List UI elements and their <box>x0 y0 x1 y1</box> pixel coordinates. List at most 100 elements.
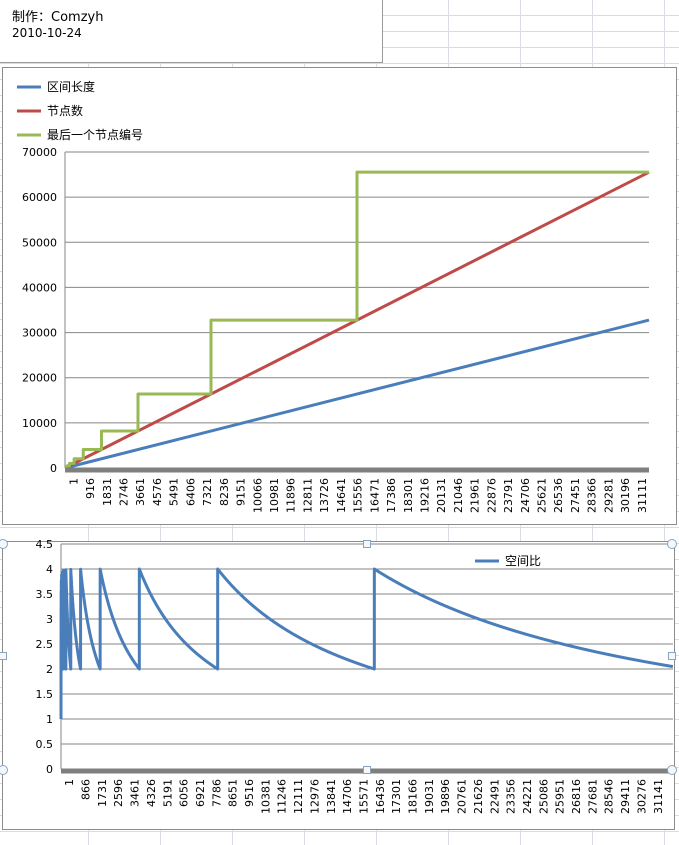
x-tick-label: 4326 <box>145 779 158 807</box>
series-last-node-line <box>64 170 649 470</box>
x-tick-label: 7321 <box>201 478 214 506</box>
x-tick-label: 16471 <box>368 478 381 513</box>
x-tick-label: 28546 <box>603 779 616 814</box>
x-tick-label: 28366 <box>586 478 599 513</box>
selection-handle[interactable] <box>0 765 8 775</box>
x-tick-label: 24706 <box>519 478 532 513</box>
x-tick-label: 29411 <box>619 779 632 814</box>
x-tick-label: 27451 <box>569 478 582 513</box>
x-tick-label: 20131 <box>435 478 448 513</box>
x-tick-label: 2746 <box>118 478 131 506</box>
legend-label: 最后一个节点编号 <box>47 127 143 142</box>
legend-label: 节点数 <box>47 103 83 118</box>
x-tick-label: 25951 <box>554 779 567 814</box>
x-tick-label: 30276 <box>635 779 648 814</box>
x-tick-label: 4576 <box>151 478 164 506</box>
legend-interval-length[interactable]: 区间长度 <box>17 79 95 94</box>
y-tick-label: 0 <box>50 462 57 475</box>
x-tick-label: 866 <box>80 779 93 800</box>
x-tick-label: 23791 <box>502 478 515 513</box>
series-interval-length-line <box>64 318 650 470</box>
x-tick-label: 2596 <box>112 779 125 807</box>
selection-handle[interactable] <box>667 539 677 549</box>
x-tick-label: 12976 <box>308 779 321 814</box>
x-tick-label: 18166 <box>407 779 420 814</box>
x-tick-label: 7786 <box>210 779 223 807</box>
chart-interval-nodes[interactable]: 0 10000 20000 30000 40000 50000 60000 70000 1 916… <box>2 67 677 525</box>
selection-handle[interactable] <box>0 539 8 549</box>
x-tick-label: 21961 <box>469 478 482 513</box>
y-tick-label: 3.5 <box>36 588 54 601</box>
selection-handle[interactable] <box>363 540 371 548</box>
x-tick-label: 22876 <box>485 478 498 513</box>
x-tick-label: 3661 <box>134 478 147 506</box>
y-tick-label: 40000 <box>22 281 57 294</box>
y-tick-label: 4.5 <box>36 538 54 551</box>
legend-last-node[interactable]: 最后一个节点编号 <box>17 127 143 142</box>
x-tick-label: 20761 <box>456 779 469 814</box>
selection-handle[interactable] <box>667 765 677 775</box>
x-tick-label: 24221 <box>521 779 534 814</box>
x-tick-label: 15571 <box>357 779 370 814</box>
x-tick-label: 1 <box>63 779 76 786</box>
y-tick-label: 20000 <box>22 372 57 385</box>
x-tick-label: 26816 <box>570 779 583 814</box>
legend-label: 区间长度 <box>47 79 95 94</box>
selection-handle[interactable] <box>668 652 676 660</box>
series-space-ratio-line <box>59 567 675 720</box>
x-tick-label: 25086 <box>537 779 550 814</box>
y-tick-label: 0 <box>46 763 53 776</box>
y-tick-label: 4 <box>46 563 53 576</box>
x-tick-label: 8651 <box>227 779 240 807</box>
x-tick-label: 25621 <box>536 478 549 513</box>
selection-handle[interactable] <box>0 652 7 660</box>
x-tick-label: 26536 <box>552 478 565 513</box>
y-tick-label: 10000 <box>22 417 57 430</box>
x-tick-label: 6921 <box>194 779 207 807</box>
x-tick-label: 13841 <box>325 779 338 814</box>
x-tick-label: 21626 <box>472 779 485 814</box>
x-tick-label: 23356 <box>505 779 518 814</box>
y-tick-label: 50000 <box>22 236 57 249</box>
legend-node-count[interactable]: 节点数 <box>17 103 83 118</box>
x-tick-label: 916 <box>84 478 97 499</box>
x-tick-label: 17301 <box>390 779 403 814</box>
x-tick-label: 19896 <box>439 779 452 814</box>
y-tick-label: 30000 <box>22 327 57 340</box>
x-tick-label: 17386 <box>385 478 398 513</box>
x-tick-label: 10981 <box>268 478 281 513</box>
chart-interval-nodes-svg: 0 10000 20000 30000 40000 50000 60000 70000 1 916… <box>17 79 650 513</box>
selection-handle[interactable] <box>363 766 371 774</box>
x-tick-label: 11896 <box>285 478 298 513</box>
x-tick-label: 19216 <box>418 478 431 513</box>
y-tick-label: 2 <box>46 663 53 676</box>
x-tick-label: 11246 <box>276 779 289 814</box>
x-tick-label: 21046 <box>452 478 465 513</box>
x-tick-label: 18301 <box>402 478 415 513</box>
x-tick-label: 30196 <box>619 478 632 513</box>
y-tick-label: 1 <box>46 713 53 726</box>
x-tick-label: 5191 <box>161 779 174 807</box>
legend-space-ratio[interactable]: 空间比 <box>475 554 541 568</box>
x-tick-label: 1731 <box>96 779 109 807</box>
x-tick-label: 10381 <box>259 779 272 814</box>
x-tick-label: 14706 <box>341 779 354 814</box>
note-textbox[interactable]: 制作：Comzyh 2010-10-24 <box>0 0 383 63</box>
y-tick-label: 70000 <box>22 146 57 159</box>
x-tick-label: 1831 <box>101 478 114 506</box>
x-tick-label: 3461 <box>129 779 142 807</box>
x-tick-label: 8236 <box>218 478 231 506</box>
x-tick-label: 19031 <box>423 779 436 814</box>
x-tick-label: 9516 <box>243 779 256 807</box>
y-tick-label: 0.5 <box>36 738 54 751</box>
x-tick-label: 6406 <box>184 478 197 506</box>
x-tick-label: 29281 <box>602 478 615 513</box>
x-tick-label: 9151 <box>235 478 248 506</box>
note-date-text: 2010-10-24 <box>12 26 82 40</box>
y-tick-label: 60000 <box>22 191 57 204</box>
y-tick-label: 3 <box>46 613 53 626</box>
x-tick-label: 22491 <box>488 779 501 814</box>
x-tick-label: 10066 <box>251 478 264 513</box>
legend-label: 空间比 <box>505 554 541 568</box>
chart-space-ratio[interactable]: 0 0.5 1 1.5 2 2.5 3 3.5 4 4.5 1 866 1731 2596 3461 4326… <box>0 538 677 830</box>
